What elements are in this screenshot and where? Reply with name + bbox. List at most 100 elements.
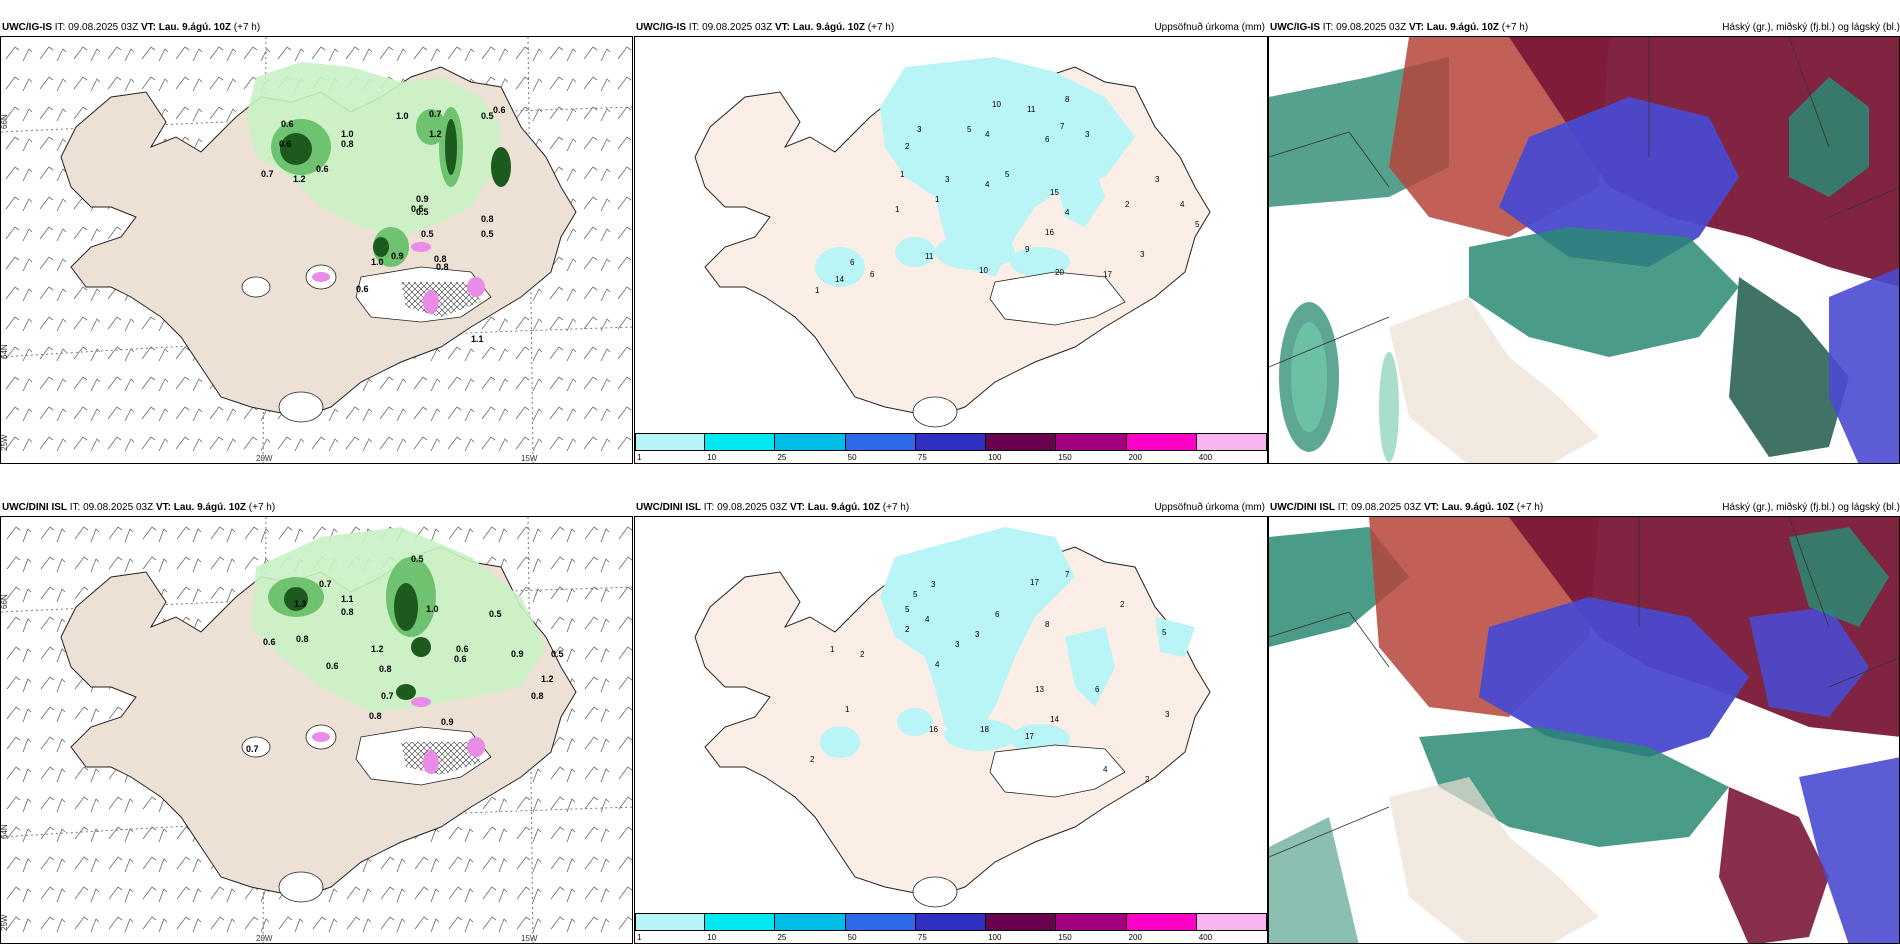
value-label: 0.9	[441, 717, 454, 727]
colorbar-tick-label: 100	[988, 453, 1002, 462]
it-value: 09.08.2025 03Z	[1336, 22, 1407, 33]
it-label: IT:	[703, 502, 715, 513]
model-name: UWC/IG-IS	[2, 22, 52, 33]
it-label: IT:	[1337, 502, 1349, 513]
value-label: 4	[985, 180, 990, 189]
model-name: UWC/IG-IS	[1270, 22, 1320, 33]
value-label: 5	[1005, 170, 1010, 179]
vt-label: VT:	[789, 502, 805, 513]
lon-label-20w: 20W	[256, 454, 273, 463]
lon-label-15w: 15W	[521, 454, 538, 463]
value-label: 17	[1025, 732, 1034, 741]
colorbar-cell	[845, 913, 916, 931]
value-label: 1.1	[341, 594, 354, 604]
cloud-title: Háský (gr.), miðský (fj.bl.) og lágský (…	[1722, 502, 1900, 513]
value-label: 4	[1103, 765, 1108, 774]
value-label: 0.8	[369, 711, 382, 721]
lead-time: (+7 h)	[1516, 502, 1544, 513]
lead-time: (+7 h)	[248, 502, 276, 513]
wind-panel-header: UWC/DINI ISL IT: 09.08.2025 03Z VT: Lau.…	[2, 500, 275, 516]
value-label: 11	[925, 252, 934, 261]
value-label: 0.8	[341, 607, 354, 617]
row-1: UWC/IG-IS IT: 09.08.2025 03Z VT: Lau. 9.…	[0, 14, 1900, 464]
it-value: 09.08.2025 03Z	[717, 502, 788, 513]
colorbar-tick-label: 75	[917, 453, 927, 462]
value-label: 0.8	[296, 634, 309, 644]
value-label: 1.2	[293, 174, 306, 184]
cloud-map-panel[interactable]	[1268, 36, 1900, 464]
vt-label: VT:	[1423, 502, 1439, 513]
value-label: 0.5	[481, 229, 494, 239]
value-label: 2	[905, 625, 910, 634]
colorbar-cell	[986, 913, 1057, 931]
wind-map-svg: 0.6 1.0 0.6 0.8 0.7 1.2 0.6 1.0 0.7 1.2 …	[1, 37, 632, 463]
cloud-panel-header: UWC/IG-IS IT: 09.08.2025 03Z VT: Lau. 9.…	[1270, 20, 1528, 36]
value-label: 0.6	[279, 139, 292, 149]
precip-map-svg: 2 3 10 11 8 5 4 6 7 3 1 3 4 5 15 1 6 16 …	[694, 57, 1211, 428]
precip-title: Uppsöfnuð úrkoma (mm)	[1154, 502, 1265, 513]
it-value: 09.08.2025 03Z	[83, 502, 154, 513]
value-label: 1	[845, 705, 850, 714]
value-label: 0.8	[531, 691, 544, 701]
value-label: 1	[830, 645, 835, 654]
colorbar-cell	[915, 913, 987, 931]
it-value: 09.08.2025 03Z	[702, 22, 773, 33]
it-value: 09.08.2025 03Z	[68, 22, 139, 33]
value-label: 4	[1065, 208, 1070, 217]
colorbar-cell	[915, 433, 987, 451]
value-label: 0.5	[551, 649, 564, 659]
lead-time: (+7 h)	[233, 22, 261, 33]
cloud-map-svg	[1269, 37, 1899, 463]
colorbar-tick-label: 25	[777, 453, 787, 462]
value-label: 3	[1085, 130, 1090, 139]
wind-map-panel[interactable]: 0.6 1.0 0.6 0.8 0.7 1.2 0.6 1.0 0.7 1.2 …	[0, 36, 633, 464]
value-label: 14	[835, 275, 844, 284]
precip-map-panel[interactable]: 5 3 17 7 5 4 6 8 2 3 2 1 2 3 4 5 13 6 16…	[634, 516, 1268, 944]
model-name: UWC/DINI ISL	[2, 502, 67, 513]
wind-map-panel[interactable]: 0.5 0.7 1.3 0.8 1.1 1.0 0.6 0.8 1.2 0.5 …	[0, 516, 633, 944]
value-label: 0.5	[411, 204, 424, 214]
wind-value-labels: 0.6 1.0 0.6 0.8 0.7 1.2 0.6 1.0 0.7 1.2 …	[261, 105, 506, 344]
vt-label: VT:	[774, 22, 790, 33]
colorbar-cell	[705, 433, 776, 451]
value-label: 0.5	[489, 609, 502, 619]
value-label: 8	[1045, 620, 1050, 629]
cloud-title: Háský (gr.), miðský (fj.bl.) og lágský (…	[1722, 22, 1900, 33]
value-label: 1	[815, 286, 820, 295]
value-label: 3	[931, 580, 936, 589]
value-label: 4	[985, 130, 990, 139]
value-label: 2	[905, 142, 910, 151]
lat-label-64n: 64N	[1, 824, 9, 839]
precip-panel-header: UWC/IG-IS IT: 09.08.2025 03Z VT: Lau. 9.…	[636, 20, 894, 36]
value-label: 2	[1125, 200, 1130, 209]
value-label: 7	[1060, 122, 1065, 131]
value-label: 0.8	[434, 254, 447, 264]
value-label: 11	[1027, 105, 1036, 114]
value-label: 1.2	[541, 674, 554, 684]
lead-time: (+7 h)	[867, 22, 895, 33]
lead-time: (+7 h)	[882, 502, 910, 513]
colorbar-tick-label: 25	[777, 933, 787, 942]
colorbar-cell	[845, 433, 916, 451]
value-label: 2	[1145, 775, 1150, 784]
value-label: 4	[925, 615, 930, 624]
vt-label: VT:	[1408, 22, 1424, 33]
lon-label-25w: 25W	[1, 914, 9, 931]
vt-value: Lau. 9.ágú. 10Z	[1426, 22, 1499, 33]
precip-panel-header: UWC/DINI ISL IT: 09.08.2025 03Z VT: Lau.…	[636, 500, 909, 516]
value-label: 0.9	[391, 251, 404, 261]
colorbar-cell	[775, 913, 846, 931]
value-label: 6	[870, 270, 875, 279]
colorbar-tick-label: 10	[707, 453, 717, 462]
model-name: UWC/DINI ISL	[636, 502, 701, 513]
value-label: 0.6	[454, 654, 467, 664]
value-label: 0.7	[261, 169, 274, 179]
wind-map-svg: 0.5 0.7 1.3 0.8 1.1 1.0 0.6 0.8 1.2 0.5 …	[1, 517, 632, 943]
precip-map-panel[interactable]: 2 3 10 11 8 5 4 6 7 3 1 3 4 5 15 1 6 16 …	[634, 36, 1268, 464]
cloud-map-panel[interactable]	[1268, 516, 1900, 944]
value-label: 17	[1030, 578, 1039, 587]
value-label: 0.8	[379, 664, 392, 674]
model-name: UWC/DINI ISL	[1270, 502, 1335, 513]
colorbar-cell	[1056, 913, 1127, 931]
value-label: 3	[1165, 710, 1170, 719]
